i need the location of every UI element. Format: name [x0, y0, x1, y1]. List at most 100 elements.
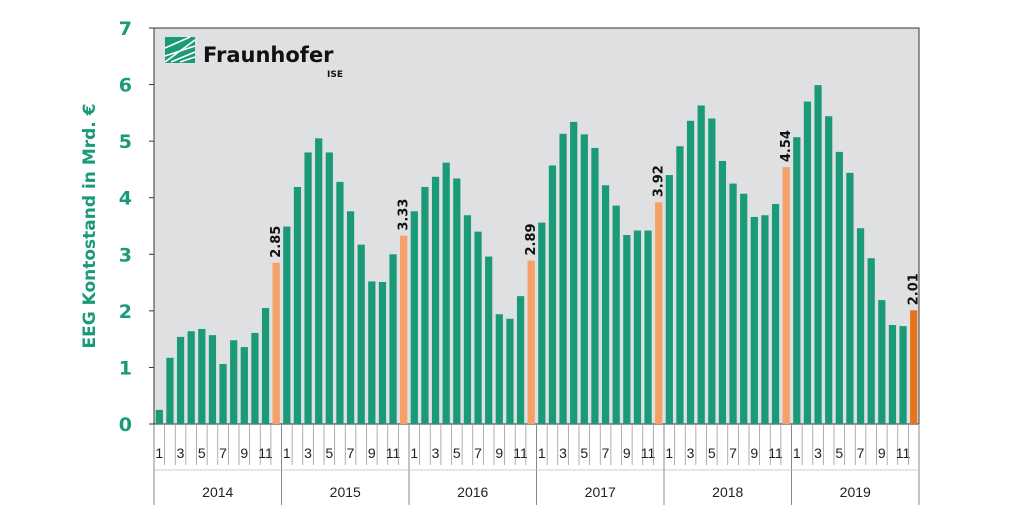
month-tick-label: 11: [641, 445, 656, 461]
bar-2019-8: [867, 258, 875, 424]
bar-2017-12: [655, 202, 663, 424]
month-tick-label: 5: [580, 445, 588, 461]
month-tick-label: 7: [347, 445, 355, 461]
year-label-2016: 2016: [457, 484, 488, 500]
bar-2017-1: [538, 222, 546, 424]
y-tick-label: 2: [119, 301, 132, 323]
bar-2019-11: [899, 326, 907, 424]
year-label-2014: 2014: [202, 484, 233, 500]
bar-2015-12: [400, 235, 408, 424]
bar-2018-9: [750, 216, 758, 424]
bar-2016-7: [474, 231, 482, 424]
y-tick-label: 5: [119, 131, 132, 153]
bar-2016-4: [442, 162, 450, 424]
bar-2017-3: [559, 133, 567, 424]
bar-2017-6: [591, 147, 599, 424]
month-tick-label: 11: [768, 445, 783, 461]
y-tick-label: 6: [119, 75, 132, 97]
bar-2014-5: [198, 328, 206, 424]
fraunhofer-logo: Fraunhofer ISE: [164, 36, 343, 80]
month-tick-label: 11: [386, 445, 401, 461]
bar-2016-5: [453, 178, 461, 424]
bar-2019-7: [856, 228, 865, 424]
bar-2015-7: [346, 211, 355, 424]
bar-2019-5: [835, 151, 843, 425]
bar-2016-2: [421, 186, 429, 424]
fraunhofer-logo-icon: [164, 36, 196, 63]
y-tick-label: 0: [119, 414, 132, 436]
bar-2015-1: [283, 226, 291, 424]
bar-2014-9: [240, 347, 248, 424]
month-tick-label: 3: [177, 445, 185, 461]
y-tick-label: 4: [119, 188, 132, 210]
logo-name: Fraunhofer: [203, 43, 334, 67]
y-tick-label: 3: [119, 244, 132, 266]
bar-2016-10: [506, 318, 514, 424]
data-label-2014: 2.85: [269, 226, 284, 258]
logo-sub: ISE: [327, 70, 343, 80]
month-tick-label: 1: [793, 445, 801, 461]
month-tick-label: 3: [814, 445, 822, 461]
year-label-2018: 2018: [712, 484, 743, 500]
data-label-2016: 2.89: [524, 223, 539, 255]
month-tick-label: 3: [687, 445, 695, 461]
month-tick-label: 1: [155, 445, 163, 461]
bar-2014-2: [166, 357, 174, 424]
data-label-2018: 4.54: [779, 130, 794, 162]
bar-2018-7: [729, 183, 737, 424]
bar-2019-3: [814, 85, 822, 424]
month-tick-label: 7: [474, 445, 482, 461]
bar-2019-10: [888, 325, 897, 424]
bar-2017-7: [601, 185, 610, 424]
bar-2018-6: [718, 160, 727, 424]
bar-2019-12: [910, 310, 918, 424]
month-tick-label: 1: [410, 445, 418, 461]
bar-2017-4: [570, 121, 578, 424]
data-label-2019: 2.01: [907, 273, 922, 305]
bar-2014-6: [208, 335, 217, 424]
bar-2018-3: [686, 120, 695, 424]
month-tick-label: 3: [559, 445, 567, 461]
bar-2018-10: [761, 215, 769, 424]
bar-2014-1: [155, 409, 163, 424]
bar-2018-4: [697, 105, 705, 424]
month-tick-label: 9: [750, 445, 758, 461]
month-tick-label: 1: [283, 445, 291, 461]
bar-2017-11: [644, 230, 652, 424]
bar-2014-11: [261, 308, 270, 424]
month-tick-label: 9: [623, 445, 631, 461]
month-tick-label: 1: [538, 445, 546, 461]
bar-2017-5: [580, 134, 588, 424]
bar-2015-8: [357, 244, 365, 424]
bar-2018-11: [771, 203, 780, 424]
month-tick-label: 3: [304, 445, 312, 461]
year-label-2019: 2019: [840, 484, 871, 500]
bar-2016-1: [410, 211, 418, 424]
bar-2019-1: [793, 137, 801, 424]
bar-2016-6: [463, 215, 472, 424]
bar-2015-6: [336, 181, 344, 424]
month-tick-label: 5: [325, 445, 333, 461]
month-tick-label: 9: [495, 445, 503, 461]
month-tick-label: 5: [453, 445, 461, 461]
month-tick-label: 7: [729, 445, 737, 461]
year-label-2015: 2015: [330, 484, 361, 500]
bar-2017-2: [548, 165, 557, 424]
bar-2016-9: [495, 314, 503, 424]
bar-2014-12: [272, 262, 280, 424]
month-tick-label: 3: [432, 445, 440, 461]
year-label-2017: 2017: [585, 484, 616, 500]
bar-2016-8: [485, 256, 493, 424]
bar-2016-3: [431, 176, 440, 424]
bar-2015-5: [325, 152, 333, 424]
bar-2014-10: [251, 332, 259, 424]
bar-2014-7: [219, 364, 227, 424]
bar-2015-10: [378, 282, 387, 424]
bar-2017-8: [612, 205, 620, 424]
bar-2017-10: [633, 230, 642, 424]
bar-2019-9: [878, 300, 886, 424]
data-label-2017: 3.92: [652, 165, 667, 197]
bar-2016-12: [527, 260, 535, 424]
month-tick-label: 5: [708, 445, 716, 461]
